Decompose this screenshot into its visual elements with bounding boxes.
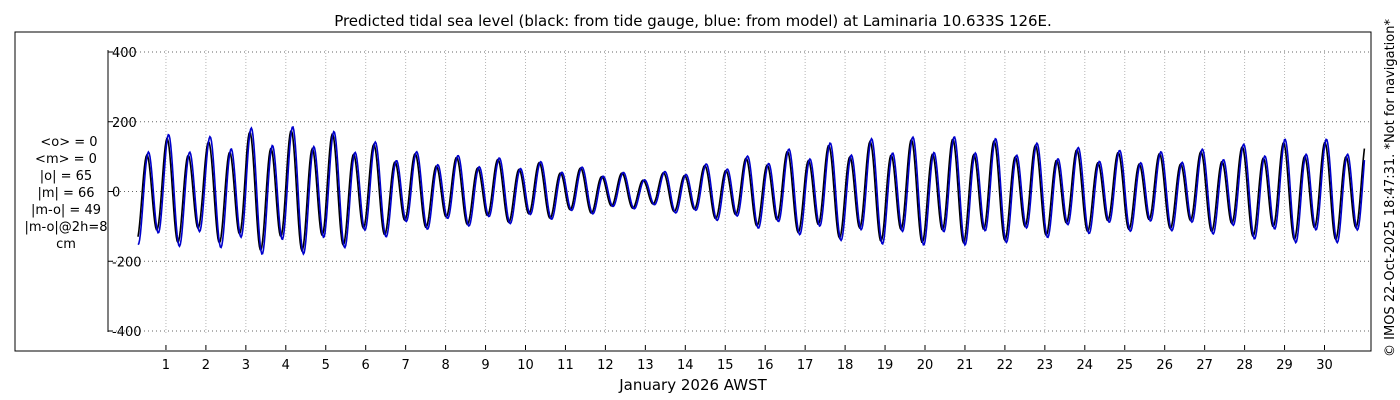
x-tick-label: 7 (402, 358, 410, 373)
x-tick-label: 30 (1316, 358, 1333, 373)
stats-line: |m-o| = 49 (31, 203, 101, 218)
y-tick-label: 400 (112, 46, 137, 61)
x-tick-label: 8 (441, 358, 449, 373)
x-tick-label: 5 (322, 358, 330, 373)
stats-line: |o| = 65 (40, 169, 92, 184)
x-tick-label: 9 (481, 358, 489, 373)
stats-block: <o> = 0 <m> = 0 |o| = 65 |m| = 66 |m-o| … (25, 135, 108, 252)
x-tick-label: 6 (362, 358, 370, 373)
x-tick-label: 16 (757, 358, 774, 373)
y-tick-label: 200 (112, 116, 137, 131)
x-tick-label: 25 (1116, 358, 1133, 373)
x-tick-label: 27 (1196, 358, 1213, 373)
y-tick-label: -400 (112, 325, 142, 340)
x-axis-ticks: 1 2 3 4 5 6 7 8 9 10 11 12 13 14 15 16 17 18 19 20 21 22 23 24 2… (162, 345, 1333, 373)
y-tick-label: 0 (112, 186, 120, 201)
y-axis-ticks: -400 -200 0 200 400 (108, 46, 142, 340)
x-tick-label: 1 (162, 358, 170, 373)
x-tick-label: 19 (877, 358, 894, 373)
x-tick-label: 29 (1276, 358, 1293, 373)
stats-line: cm (56, 237, 76, 252)
outer-frame (14, 31, 1372, 352)
y-tick-label: -200 (112, 255, 142, 270)
x-tick-label: 12 (597, 358, 614, 373)
x-tick-label: 13 (637, 358, 654, 373)
stats-line: <m> = 0 (35, 152, 97, 167)
chart-title: Predicted tidal sea level (black: from t… (334, 12, 1052, 30)
series-layer (137, 125, 1366, 256)
x-tick-label: 2 (202, 358, 210, 373)
x-tick-label: 24 (1077, 358, 1094, 373)
x-tick-label: 14 (677, 358, 694, 373)
x-tick-label: 4 (282, 358, 290, 373)
stats-line: <o> = 0 (40, 135, 97, 150)
x-tick-label: 11 (557, 358, 574, 373)
stats-line: |m| = 66 (37, 186, 94, 201)
x-tick-label: 23 (1037, 358, 1054, 373)
x-tick-label: 17 (797, 358, 814, 373)
stats-line: |m-o|@2h=8 (25, 220, 108, 235)
copyright-note: © IMOS 22-Oct-2025 18:47:31. *Not for na… (1383, 19, 1398, 357)
x-tick-label: 28 (1236, 358, 1253, 373)
series-line-model (137, 125, 1366, 256)
x-tick-label: 10 (517, 358, 534, 373)
x-tick-label: 18 (837, 358, 854, 373)
x-tick-label: 20 (917, 358, 934, 373)
x-tick-label: 3 (242, 358, 250, 373)
x-tick-label: 21 (957, 358, 974, 373)
x-tick-label: 15 (717, 358, 734, 373)
x-tick-label: 26 (1156, 358, 1173, 373)
x-axis-label: January 2026 AWST (618, 376, 767, 394)
x-tick-label: 22 (997, 358, 1014, 373)
